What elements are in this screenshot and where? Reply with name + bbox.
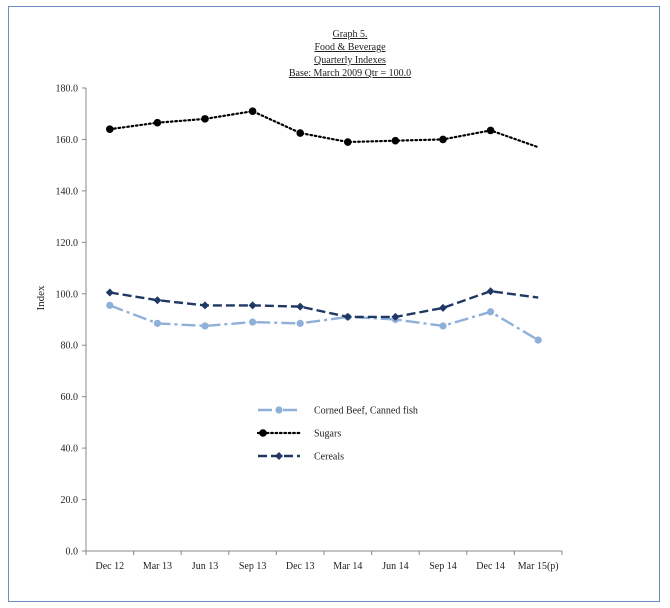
y-tick-label: 80.0 <box>61 341 79 352</box>
x-tick-label: Dec 12 <box>95 561 124 572</box>
data-point <box>153 118 162 127</box>
x-tick-label: Mar 15(p) <box>518 561 559 572</box>
data-point <box>487 308 495 316</box>
data-point <box>391 136 400 145</box>
chart-axes: 0.0 20.0 40.0 60.0 80.0 100.0 120.0 140.0 160.0 1… <box>56 84 563 572</box>
chart-title-line-2: Food & Beverage <box>314 42 386 53</box>
data-point <box>534 336 542 344</box>
data-point <box>248 107 257 115</box>
y-tick-label: 20.0 <box>61 495 79 506</box>
data-point <box>439 322 447 330</box>
chart-frame <box>8 6 660 602</box>
series-sugars <box>106 107 540 149</box>
x-tick-label: Sep 14 <box>429 561 457 572</box>
y-axis-title: Index <box>35 285 47 311</box>
y-tick-label: 160.0 <box>56 135 79 146</box>
data-point <box>201 301 209 310</box>
chart-title-line-1: Graph 5. <box>332 29 368 40</box>
legend-marker <box>275 406 283 414</box>
series-layer <box>105 107 542 344</box>
data-point <box>201 115 209 123</box>
data-point <box>106 301 114 309</box>
data-point <box>486 126 495 135</box>
x-tick-label: Mar 14 <box>333 561 362 572</box>
data-point <box>106 125 114 133</box>
x-tick-label: Dec 14 <box>476 561 505 572</box>
legend-item: Corned Beef, Canned fish <box>258 406 418 417</box>
y-tick-label: 180.0 <box>56 84 79 95</box>
chart-title-block: Graph 5. Food & Beverage Quarterly Index… <box>250 28 450 80</box>
x-tick-label: Mar 13 <box>143 561 172 572</box>
legend-item: Cereals <box>258 452 344 463</box>
legend-label: Sugars <box>314 429 341 440</box>
data-point <box>249 318 257 326</box>
data-point <box>296 129 305 137</box>
data-point <box>343 312 352 321</box>
legend-marker <box>275 452 283 460</box>
y-tick-label: 100.0 <box>56 289 79 300</box>
chart-title-line-3: Quarterly Indexes <box>314 55 386 66</box>
data-point <box>391 312 400 321</box>
data-point <box>153 296 162 305</box>
chart-subtitle: Base: March 2009 Qtr = 100.0 <box>288 68 412 79</box>
y-tick-label: 120.0 <box>56 238 79 249</box>
x-tick-label: Sep 13 <box>239 561 267 572</box>
y-tick-label: 60.0 <box>61 392 79 403</box>
data-point <box>439 303 447 312</box>
chart-legend: Corned Beef, Canned fish Sugars Cereals <box>256 406 418 463</box>
series-line <box>109 304 539 342</box>
y-tick-label: 140.0 <box>56 186 79 197</box>
series-cereals <box>105 287 539 321</box>
legend-label: Cereals <box>314 452 344 463</box>
data-point <box>153 319 161 327</box>
data-point <box>296 302 305 311</box>
legend-marker <box>259 429 267 437</box>
x-tick-label: Jun 14 <box>382 561 408 572</box>
legend-item: Sugars <box>256 429 341 440</box>
data-point <box>248 301 257 310</box>
y-tick-label: 40.0 <box>61 444 79 455</box>
data-point <box>439 135 447 144</box>
x-tick-label: Jun 13 <box>192 561 218 572</box>
x-tick-label: Dec 13 <box>286 561 315 572</box>
series-line <box>108 110 540 149</box>
data-point <box>296 319 304 327</box>
data-point <box>201 322 209 330</box>
series-line <box>109 289 539 319</box>
data-point <box>486 287 495 296</box>
y-tick-label: 0.0 <box>66 547 79 558</box>
legend-label: Corned Beef, Canned fish <box>314 406 418 417</box>
series-corned-beef-canned-fish <box>106 301 542 344</box>
data-point <box>105 288 114 297</box>
data-point <box>344 138 352 146</box>
